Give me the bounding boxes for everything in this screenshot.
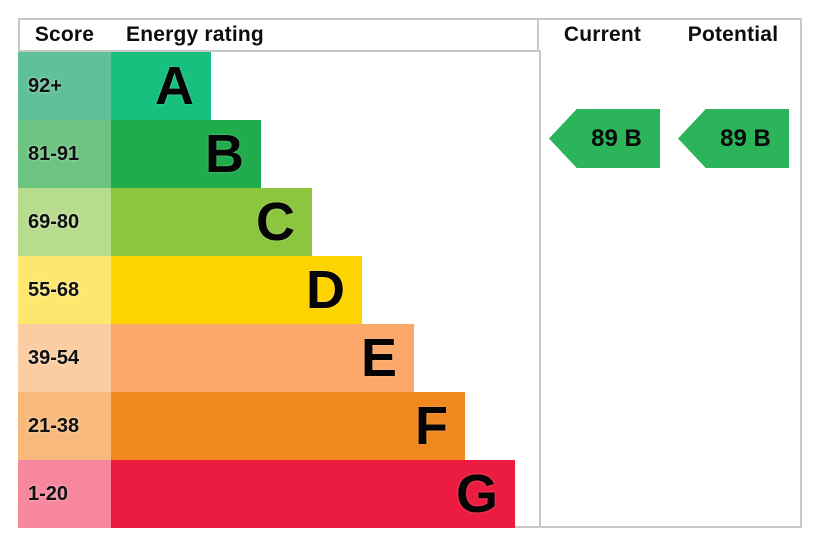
score-header-label: Score	[34, 23, 95, 46]
rating-letter-g: G	[455, 464, 498, 524]
score-cell-e: 39-54	[18, 324, 111, 392]
rating-bar-a: A	[111, 52, 211, 120]
score-cell-d: 55-68	[18, 256, 111, 324]
potential-rating-label: 89 B	[720, 124, 771, 152]
band-row-c: 69-80 C	[18, 188, 802, 256]
rating-letter-d: D	[306, 260, 345, 320]
current-rating-arrow: 89 B	[549, 109, 660, 168]
band-row-f: 21-38 F	[18, 392, 802, 460]
rating-bar-d: D	[111, 256, 362, 324]
score-cell-a: 92+	[18, 52, 111, 120]
rating-letter-b: B	[205, 124, 244, 184]
rating-letter-e: E	[360, 328, 397, 388]
rating-bar-g: G	[111, 460, 515, 528]
score-cell-f: 21-38	[18, 392, 111, 460]
rating-letter-f: F	[415, 396, 448, 456]
band-row-g: 1-20 G	[18, 460, 802, 528]
band-row-e: 39-54 E	[18, 324, 802, 392]
potential-column-header: Potential	[666, 18, 802, 52]
energy-rating-header-label: Energy rating	[126, 23, 264, 46]
current-header-label: Current	[563, 23, 642, 46]
rating-bar-b: B	[111, 120, 261, 188]
rating-bar-f: F	[111, 392, 465, 460]
current-column-header: Current	[539, 18, 668, 52]
band-row-d: 55-68 D	[18, 256, 802, 324]
rating-letter-c: C	[256, 192, 295, 252]
score-label-f: 21-38	[28, 414, 80, 437]
rating-bar-c: C	[111, 188, 312, 256]
score-label-e: 39-54	[28, 346, 80, 369]
potential-header-label: Potential	[687, 23, 779, 46]
potential-rating-arrow: 89 B	[678, 109, 789, 168]
score-column-header: Score	[18, 18, 111, 52]
band-row-a: 92+ A	[18, 52, 802, 120]
rating-bar-e: E	[111, 324, 414, 392]
score-cell-g: 1-20	[18, 460, 111, 528]
score-cell-b: 81-91	[18, 120, 111, 188]
current-rating-label: 89 B	[591, 124, 642, 152]
score-label-a: 92+	[28, 74, 62, 97]
score-label-g: 1-20	[28, 482, 69, 505]
score-label-b: 81-91	[28, 142, 80, 165]
energy-rating-column-header: Energy rating	[109, 18, 539, 52]
score-label-d: 55-68	[28, 278, 80, 301]
rating-letter-a: A	[155, 56, 194, 116]
score-label-c: 69-80	[28, 210, 80, 233]
band-row-b: 81-91 B	[18, 120, 802, 188]
score-cell-c: 69-80	[18, 188, 111, 256]
